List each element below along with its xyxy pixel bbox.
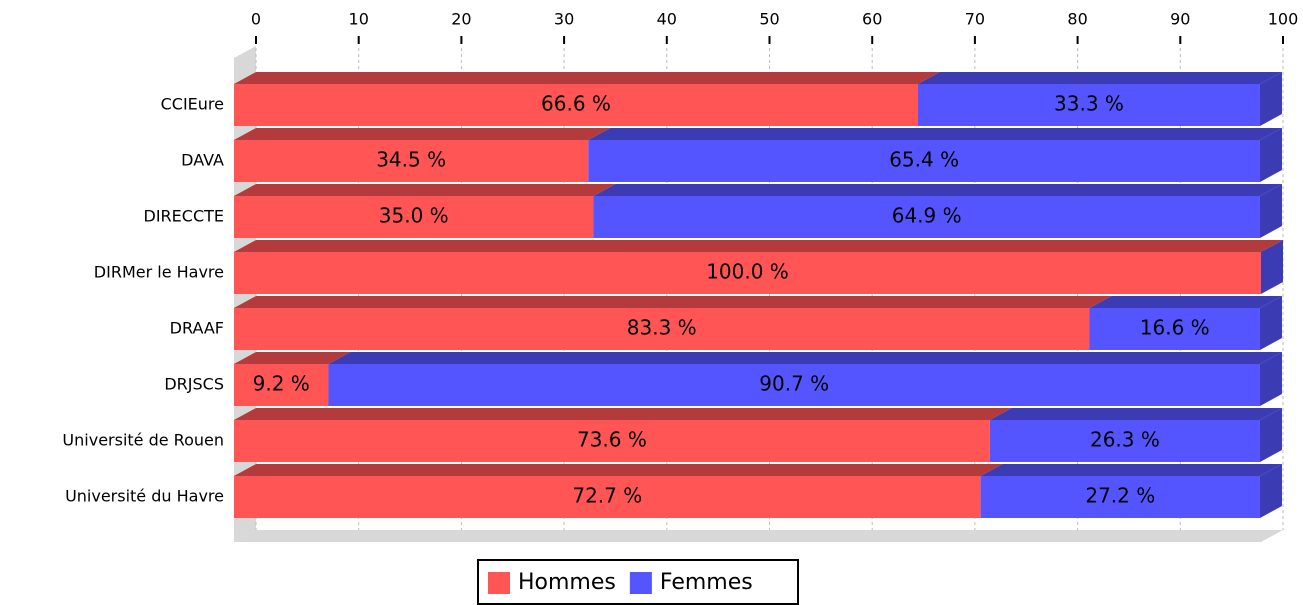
bar <box>328 364 1260 406</box>
x-tick-label: 90 <box>1170 10 1190 29</box>
bar-top <box>234 296 1112 308</box>
bar-side <box>1259 184 1282 238</box>
category-label: CCIEure <box>161 95 224 114</box>
x-tick-label: 60 <box>862 10 882 29</box>
x-tick-label: 80 <box>1067 10 1087 29</box>
bar-top <box>588 128 1282 140</box>
bar-side <box>1259 72 1282 126</box>
category-label: DAVA <box>181 151 224 170</box>
x-tick-label: 70 <box>965 10 985 29</box>
x-tick-label: 40 <box>657 10 677 29</box>
value-label: 35.0 % <box>379 204 449 228</box>
bar <box>234 364 329 406</box>
category-label: DRAAF <box>170 319 224 338</box>
value-label: 34.5 % <box>376 148 446 172</box>
bar-top <box>234 408 1012 420</box>
bar-top <box>328 352 1282 364</box>
bar-side <box>1259 352 1282 406</box>
bar-top <box>917 72 1282 84</box>
bar <box>1089 308 1260 350</box>
value-label: 73.6 % <box>577 428 647 452</box>
value-label: 65.4 % <box>889 148 959 172</box>
category-label: Université de Rouen <box>62 431 224 450</box>
value-label: 66.6 % <box>541 92 611 116</box>
bar-side <box>1259 408 1282 462</box>
bar-top <box>593 184 1282 196</box>
bar <box>234 140 589 182</box>
bar <box>588 140 1260 182</box>
value-label: 9.2 % <box>253 372 310 396</box>
bar-top <box>234 464 1003 476</box>
bar-top <box>234 72 940 84</box>
value-label: 64.9 % <box>892 204 962 228</box>
bar-top <box>234 240 1283 252</box>
bar-top <box>234 184 616 196</box>
legend-label: Femmes <box>660 570 753 595</box>
value-label: 83.3 % <box>627 316 697 340</box>
legend-swatch <box>629 572 652 594</box>
value-label: 26.3 % <box>1090 428 1160 452</box>
value-label: 100.0 % <box>706 260 789 284</box>
legend-label: Hommes <box>518 570 616 595</box>
category-label: DRJSCS <box>164 375 224 394</box>
x-tick-label: 100 <box>1268 10 1299 29</box>
bar-side <box>1259 296 1282 350</box>
bar <box>593 196 1260 238</box>
x-tick-label: 30 <box>554 10 574 29</box>
x-tick-label: 20 <box>451 10 471 29</box>
bar <box>234 84 918 126</box>
value-label: 33.3 % <box>1054 92 1124 116</box>
bar <box>234 308 1090 350</box>
value-label: 90.7 % <box>759 372 829 396</box>
bar <box>989 420 1260 462</box>
x-tick-label: 0 <box>251 10 261 29</box>
bar <box>234 252 1261 294</box>
bar <box>917 84 1260 126</box>
bar-side <box>1261 240 1283 294</box>
value-label: 16.6 % <box>1140 316 1210 340</box>
category-label: DIRECCTE <box>144 207 225 226</box>
bar-side <box>1259 464 1282 518</box>
category-label: Université du Havre <box>65 487 224 506</box>
bar <box>234 196 594 238</box>
bar-side <box>1259 128 1282 182</box>
bar-top <box>1089 296 1282 308</box>
bar <box>234 476 981 518</box>
bar <box>980 476 1260 518</box>
category-label: DIRMer le Havre <box>94 263 224 282</box>
bar-top <box>234 128 611 140</box>
bar-top <box>980 464 1282 476</box>
value-label: 72.7 % <box>572 484 642 508</box>
legend-swatch <box>488 572 510 594</box>
value-label: 27.2 % <box>1085 484 1155 508</box>
floor <box>234 530 1283 542</box>
bar <box>234 420 990 462</box>
x-tick-label: 50 <box>759 10 779 29</box>
bar-top <box>989 408 1282 420</box>
bar-top <box>234 352 351 364</box>
x-tick-label: 10 <box>349 10 369 29</box>
